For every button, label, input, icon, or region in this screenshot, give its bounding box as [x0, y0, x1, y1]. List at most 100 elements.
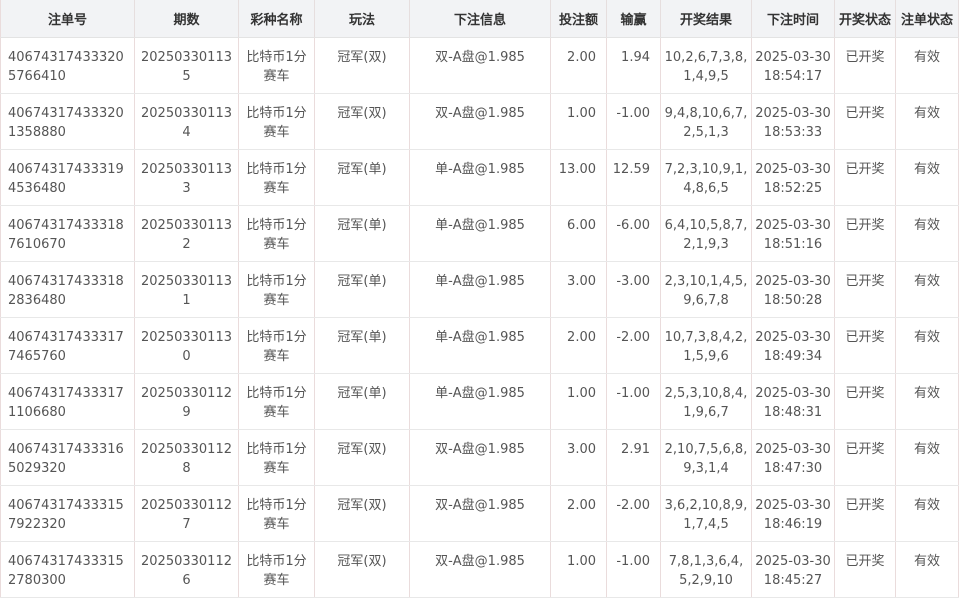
draw-result: 2,10,7,5,6,8,9,3,1,4 — [660, 429, 752, 486]
bet-amount: 1.00 — [550, 373, 607, 430]
bet-id: 406743174333171106680 — [0, 373, 135, 430]
column-header: 下注时间 — [751, 0, 835, 38]
play-type: 冠军(双) — [314, 37, 410, 94]
draw-result: 3,6,2,10,8,9,1,7,4,5 — [660, 485, 752, 542]
record-row: 406743174333187610670 202503301132 比特币1分赛车… — [0, 205, 959, 262]
table-body: 406743174333205766410 202503301135 比特币1分赛车… — [0, 37, 959, 598]
column-header: 下注信息 — [409, 0, 551, 38]
bet-amount: 13.00 — [550, 149, 607, 206]
record-row: 406743174333201358880 202503301134 比特币1分赛车… — [0, 93, 959, 150]
bet-id: 406743174333157922320 — [0, 485, 135, 542]
period: 202503301131 — [134, 261, 239, 318]
bet-id: 406743174333177465760 — [0, 317, 135, 374]
draw-result: 7,2,3,10,9,1,4,8,6,5 — [660, 149, 752, 206]
draw-result: 2,5,3,10,8,4,1,9,6,7 — [660, 373, 752, 430]
period: 202503301129 — [134, 373, 239, 430]
play-type: 冠军(双) — [314, 485, 410, 542]
record-row: 406743174333152780300 202503301126 比特币1分赛车… — [0, 541, 959, 598]
bet-status: 有效 — [895, 317, 959, 374]
period: 202503301134 — [134, 93, 239, 150]
bet-info: 双-A盘@1.985 — [409, 541, 551, 598]
bet-info: 单-A盘@1.985 — [409, 149, 551, 206]
record-row: 406743174333194536480 202503301133 比特币1分赛车… — [0, 149, 959, 206]
draw-result: 6,4,10,5,8,7,2,1,9,3 — [660, 205, 752, 262]
record-row: 406743174333171106680 202503301129 比特币1分赛车… — [0, 373, 959, 430]
column-header: 玩法 — [314, 0, 410, 38]
column-header: 输赢 — [606, 0, 661, 38]
bet-amount: 6.00 — [550, 205, 607, 262]
bet-amount: 3.00 — [550, 429, 607, 486]
bet-info: 双-A盘@1.985 — [409, 93, 551, 150]
record-row: 406743174333165029320 202503301128 比特币1分赛车… — [0, 429, 959, 486]
play-type: 冠军(单) — [314, 205, 410, 262]
bet-time: 2025-03-30 18:53:33 — [751, 93, 835, 150]
win-loss: -6.00 — [606, 205, 661, 262]
win-loss: -2.00 — [606, 485, 661, 542]
play-type: 冠军(单) — [314, 261, 410, 318]
bet-info: 单-A盘@1.985 — [409, 261, 551, 318]
bet-amount: 2.00 — [550, 37, 607, 94]
bet-status: 有效 — [895, 485, 959, 542]
bet-id: 406743174333165029320 — [0, 429, 135, 486]
column-header: 注单号 — [0, 0, 135, 38]
header-row: 注单号 期数 彩种名称 玩法 下注信息 投注额 输赢 开奖结果 下注时间 开奖状态 注单状态 — [0, 0, 959, 38]
period: 202503301132 — [134, 205, 239, 262]
bet-id: 406743174333194536480 — [0, 149, 135, 206]
record-row: 406743174333177465760 202503301130 比特币1分赛车… — [0, 317, 959, 374]
draw-result: 2,3,10,1,4,5,9,6,7,8 — [660, 261, 752, 318]
draw-status: 已开奖 — [834, 541, 896, 598]
bet-info: 单-A盘@1.985 — [409, 317, 551, 374]
lottery-name: 比特币1分赛车 — [238, 205, 315, 262]
draw-result: 7,8,1,3,6,4,5,2,9,10 — [660, 541, 752, 598]
draw-result: 10,7,3,8,4,2,1,5,9,6 — [660, 317, 752, 374]
play-type: 冠军(单) — [314, 373, 410, 430]
bet-status: 有效 — [895, 429, 959, 486]
draw-result: 10,2,6,7,3,8,1,4,9,5 — [660, 37, 752, 94]
win-loss: -1.00 — [606, 373, 661, 430]
bet-time: 2025-03-30 18:54:17 — [751, 37, 835, 94]
draw-status: 已开奖 — [834, 37, 896, 94]
bet-info: 双-A盘@1.985 — [409, 429, 551, 486]
draw-status: 已开奖 — [834, 373, 896, 430]
bet-time: 2025-03-30 18:50:28 — [751, 261, 835, 318]
lottery-name: 比特币1分赛车 — [238, 373, 315, 430]
bet-info: 双-A盘@1.985 — [409, 37, 551, 94]
draw-status: 已开奖 — [834, 261, 896, 318]
lottery-name: 比特币1分赛车 — [238, 541, 315, 598]
bet-time: 2025-03-30 18:47:30 — [751, 429, 835, 486]
win-loss: -2.00 — [606, 317, 661, 374]
bet-status: 有效 — [895, 541, 959, 598]
draw-status: 已开奖 — [834, 429, 896, 486]
draw-result: 9,4,8,10,6,7,2,5,1,3 — [660, 93, 752, 150]
draw-status: 已开奖 — [834, 93, 896, 150]
bet-id: 406743174333205766410 — [0, 37, 135, 94]
bet-id: 406743174333201358880 — [0, 93, 135, 150]
bet-status: 有效 — [895, 205, 959, 262]
draw-status: 已开奖 — [834, 317, 896, 374]
win-loss: 1.94 — [606, 37, 661, 94]
bet-status: 有效 — [895, 93, 959, 150]
bet-time: 2025-03-30 18:51:16 — [751, 205, 835, 262]
bet-amount: 3.00 — [550, 261, 607, 318]
bet-info: 双-A盘@1.985 — [409, 485, 551, 542]
lottery-name: 比特币1分赛车 — [238, 317, 315, 374]
play-type: 冠军(双) — [314, 541, 410, 598]
column-header: 开奖结果 — [660, 0, 752, 38]
record-row: 406743174333182836480 202503301131 比特币1分赛车… — [0, 261, 959, 318]
lottery-name: 比特币1分赛车 — [238, 37, 315, 94]
bet-id: 406743174333182836480 — [0, 261, 135, 318]
win-loss: -1.00 — [606, 93, 661, 150]
bet-time: 2025-03-30 18:46:19 — [751, 485, 835, 542]
win-loss: -1.00 — [606, 541, 661, 598]
record-row: 406743174333205766410 202503301135 比特币1分赛车… — [0, 37, 959, 94]
period: 202503301128 — [134, 429, 239, 486]
play-type: 冠军(单) — [314, 317, 410, 374]
bet-status: 有效 — [895, 149, 959, 206]
lottery-name: 比特币1分赛车 — [238, 485, 315, 542]
bet-info: 单-A盘@1.985 — [409, 373, 551, 430]
draw-status: 已开奖 — [834, 149, 896, 206]
draw-status: 已开奖 — [834, 485, 896, 542]
record-row: 406743174333157922320 202503301127 比特币1分赛车… — [0, 485, 959, 542]
win-loss: 2.91 — [606, 429, 661, 486]
bet-info: 单-A盘@1.985 — [409, 205, 551, 262]
